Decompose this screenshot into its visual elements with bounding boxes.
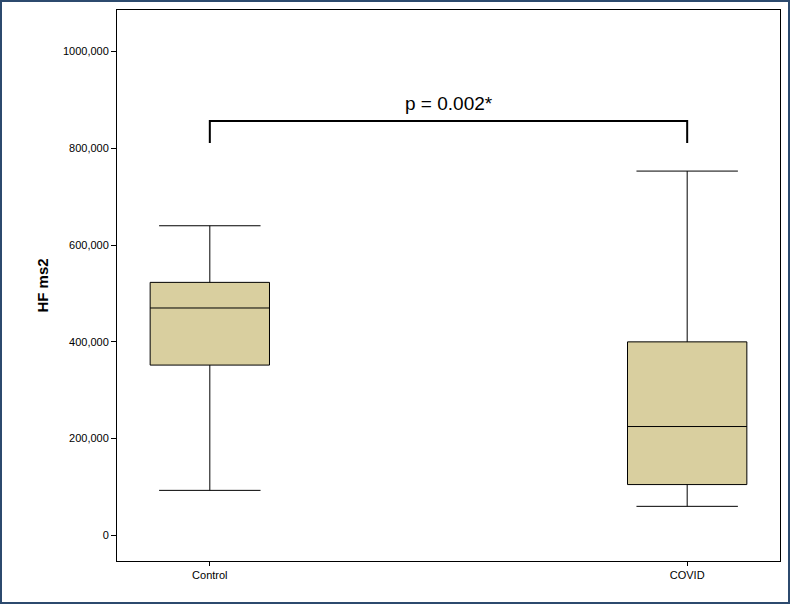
svg-text:200,000: 200,000: [69, 432, 109, 444]
svg-text:400,000: 400,000: [69, 336, 109, 348]
svg-text:Control: Control: [192, 569, 227, 581]
svg-text:1000,000: 1000,000: [63, 45, 109, 57]
svg-text:HF ms2: HF ms2: [34, 258, 51, 312]
svg-text:0: 0: [103, 529, 109, 541]
svg-text:COVID: COVID: [670, 569, 705, 581]
svg-text:600,000: 600,000: [69, 239, 109, 251]
svg-text:800,000: 800,000: [69, 142, 109, 154]
svg-text:p = 0.002*: p = 0.002*: [405, 93, 493, 114]
